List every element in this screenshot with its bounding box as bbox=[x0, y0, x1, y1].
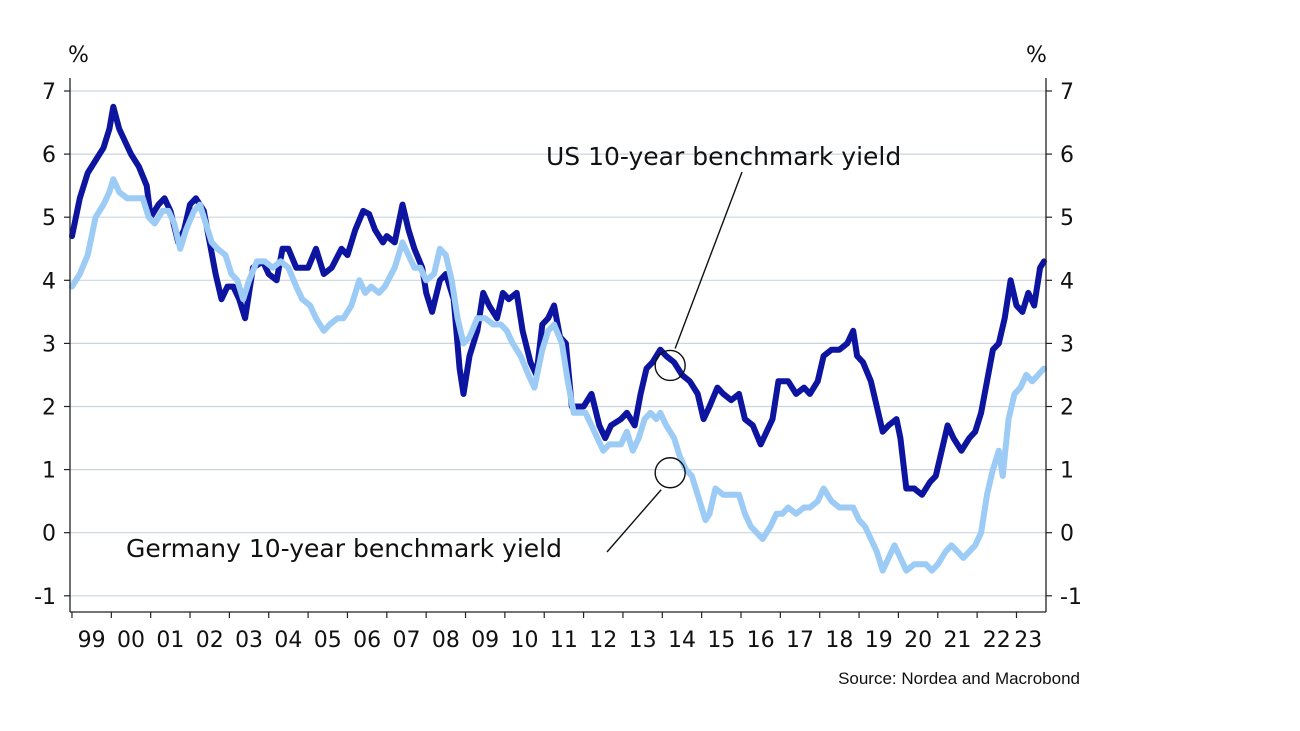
y-tick-label-left: 5 bbox=[42, 206, 56, 231]
x-tick-label: 10 bbox=[511, 628, 539, 653]
x-tick-label: 03 bbox=[235, 628, 263, 653]
y-tick-label-right: 1 bbox=[1060, 459, 1074, 484]
x-tick-label: 17 bbox=[786, 628, 814, 653]
y-tick-label-right: 7 bbox=[1060, 80, 1074, 105]
us-annotation-circle bbox=[654, 349, 686, 382]
x-tick-label: 14 bbox=[668, 628, 696, 653]
x-tick-label: 99 bbox=[78, 628, 106, 653]
x-tick-label: 08 bbox=[432, 628, 460, 653]
y-tick-label-left: 0 bbox=[42, 522, 56, 547]
y-tick-label-right: 4 bbox=[1060, 269, 1074, 294]
axes bbox=[64, 78, 1052, 618]
germany-annotation-circle bbox=[654, 457, 686, 489]
y-tick-label-left: -1 bbox=[34, 585, 56, 610]
x-tick-label: 16 bbox=[747, 628, 775, 653]
x-tick-label: 15 bbox=[707, 628, 735, 653]
x-tick-label: 00 bbox=[117, 628, 145, 653]
y-tick-label-right: 5 bbox=[1060, 206, 1074, 231]
us-leader-line bbox=[674, 171, 743, 349]
y-tick-label-right: 3 bbox=[1060, 332, 1074, 357]
right-axis-unit: % bbox=[1026, 43, 1047, 68]
x-tick-label: 05 bbox=[314, 628, 342, 653]
y-tick-label-right: 2 bbox=[1060, 396, 1074, 421]
x-tick-label: 02 bbox=[196, 628, 224, 653]
x-tick-label: 13 bbox=[629, 628, 657, 653]
x-tick-label: 18 bbox=[825, 628, 853, 653]
y-tick-label-left: 1 bbox=[42, 459, 56, 484]
us-yield-line bbox=[69, 103, 1047, 498]
y-tick-label-left: 2 bbox=[42, 396, 56, 421]
x-tick-label: 20 bbox=[904, 628, 932, 653]
x-tick-label: 07 bbox=[392, 628, 420, 653]
source-note: Source: Nordea and Macrobond bbox=[838, 669, 1080, 688]
x-tick-label: 19 bbox=[865, 628, 893, 653]
germany-series-label: Germany 10-year benchmark yield bbox=[126, 534, 562, 563]
x-tick-label: 22 bbox=[983, 628, 1011, 653]
series-lines bbox=[69, 103, 1047, 574]
germany-yield-line bbox=[69, 176, 1047, 574]
x-tick-label: 21 bbox=[943, 628, 971, 653]
gridlines bbox=[70, 90, 1046, 597]
germany-leader-line bbox=[606, 489, 662, 553]
annotations: US 10-year benchmark yield Germany 10-yea… bbox=[126, 142, 901, 563]
left-axis-unit: % bbox=[68, 43, 89, 68]
y-tick-labels: -1 -1 0 0 1 1 2 2 3 3 4 4 5 5 6 6 7 7 bbox=[34, 80, 1082, 610]
y-tick-label-left: 6 bbox=[42, 143, 56, 168]
x-tick-label: 23 bbox=[1014, 628, 1042, 653]
x-tick-label: 06 bbox=[353, 628, 381, 653]
x-tick-label: 04 bbox=[274, 628, 302, 653]
us-series-label: US 10-year benchmark yield bbox=[546, 142, 901, 171]
x-tick-label: 01 bbox=[156, 628, 184, 653]
y-tick-label-right: 6 bbox=[1060, 143, 1074, 168]
y-tick-label-left: 7 bbox=[42, 80, 56, 105]
x-tick-labels: 99 00 01 02 03 04 05 06 07 08 09 10 11 12 13 14 15 16 17 18… bbox=[78, 628, 1043, 653]
x-tick-label: 09 bbox=[471, 628, 499, 653]
y-tick-label-left: 3 bbox=[42, 332, 56, 357]
y-tick-label-right: 0 bbox=[1060, 522, 1074, 547]
x-tick-label: 12 bbox=[589, 628, 617, 653]
x-tick-label: 11 bbox=[550, 628, 578, 653]
y-tick-label-right: -1 bbox=[1060, 585, 1082, 610]
y-tick-label-left: 4 bbox=[42, 269, 56, 294]
